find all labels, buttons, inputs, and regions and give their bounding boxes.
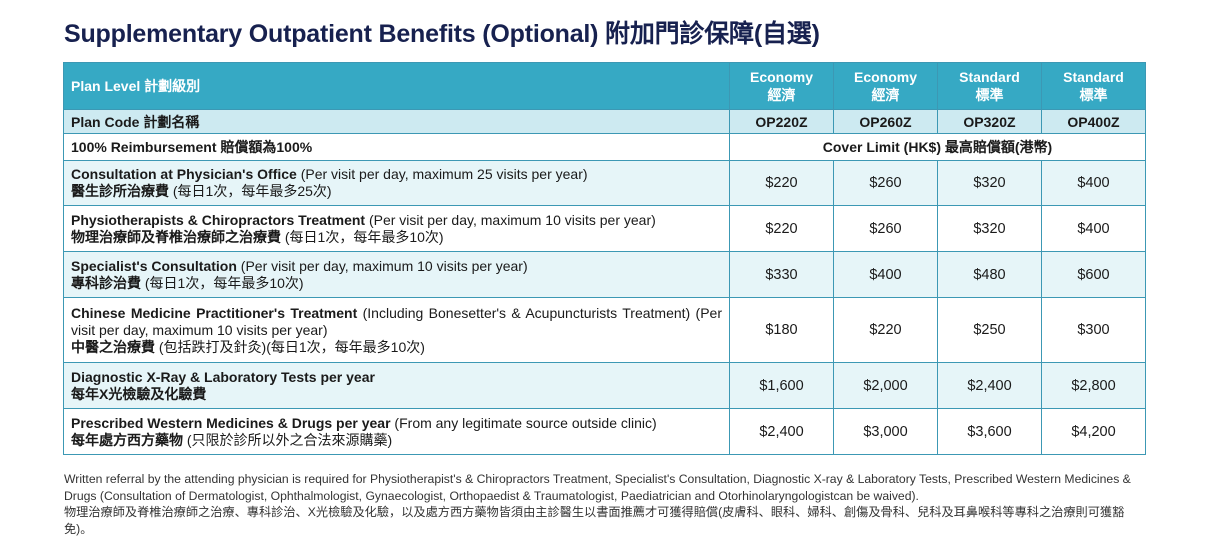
benefit-name-zh: 物理治療師及脊椎治療師之治療費 — [71, 228, 281, 245]
benefit-description: Prescribed Western Medicines & Drugs per… — [63, 408, 730, 455]
benefit-value: $330 — [729, 251, 834, 298]
benefit-value: $250 — [937, 297, 1042, 363]
cover-limit-label: Cover Limit (HK$) 最高賠償額(港幣) — [729, 133, 1146, 161]
plan-code-row: Plan Code 計劃名稱 OP220Z OP260Z OP320Z OP40… — [63, 109, 1146, 134]
benefit-detail-zh: (包括跌打及針灸)(每日1次，每年最多10次) — [155, 338, 425, 355]
plan-level-zh: 標準 — [975, 87, 1004, 103]
table-row: Prescribed Western Medicines & Drugs per… — [63, 408, 1146, 455]
benefit-value: $260 — [833, 205, 938, 252]
plan-level-cell: Economy 經濟 — [833, 62, 938, 110]
plan-level-cell: Standard 標準 — [937, 62, 1042, 110]
benefit-value: $2,400 — [937, 362, 1042, 409]
benefit-value: $3,000 — [833, 408, 938, 455]
reimbursement-label: 100% Reimbursement 賠償額為100% — [63, 133, 730, 161]
benefit-detail-zh: (每日1次，每年最多25次) — [169, 183, 332, 199]
table-row: Physiotherapists & Chiropractors Treatme… — [63, 205, 1146, 252]
benefit-value: $2,400 — [729, 408, 834, 455]
benefit-value: $3,600 — [937, 408, 1042, 455]
plan-level-en: Standard — [959, 69, 1020, 85]
plan-level-label: Plan Level 計劃級別 — [63, 62, 730, 110]
benefits-table: Plan Level 計劃級別 Economy 經濟 Economy 經濟 St… — [63, 62, 1146, 455]
footnote: Written referral by the attending physic… — [64, 471, 1144, 537]
benefit-value: $320 — [937, 205, 1042, 252]
benefit-detail-en: (Per visit per day, maximum 10 visits pe… — [365, 211, 656, 228]
benefit-description: Consultation at Physician's Office (Per … — [63, 160, 730, 206]
benefit-name-zh: 每年X光檢驗及化驗費 — [71, 385, 207, 402]
benefit-value: $4,200 — [1041, 408, 1146, 455]
benefit-value: $2,000 — [833, 362, 938, 409]
benefit-value: $180 — [729, 297, 834, 363]
plan-code: OP220Z — [729, 109, 834, 134]
plan-level-cell: Economy 經濟 — [729, 62, 834, 110]
benefit-detail-en: (Per visit per day, maximum 25 visits pe… — [296, 166, 588, 182]
plan-level-en: Economy — [853, 69, 917, 85]
plan-level-en: Standard — [1063, 69, 1124, 85]
plan-level-zh: 標準 — [1079, 87, 1108, 103]
benefit-name-zh: 專科診治費 — [71, 274, 141, 291]
benefit-value: $2,800 — [1041, 362, 1146, 409]
benefit-detail-en: (Per visit per day, maximum 10 visits pe… — [236, 257, 528, 274]
reimbursement-row: 100% Reimbursement 賠償額為100% Cover Limit … — [63, 133, 1146, 161]
benefit-description: Physiotherapists & Chiropractors Treatme… — [63, 205, 730, 252]
table-row: Diagnostic X-Ray & Laboratory Tests per … — [63, 362, 1146, 409]
benefit-name-zh: 中醫之治療費 — [71, 338, 155, 355]
benefit-value: $600 — [1041, 251, 1146, 298]
benefit-value: $220 — [833, 297, 938, 363]
benefit-value: $260 — [833, 160, 938, 206]
benefit-value: $400 — [1041, 205, 1146, 252]
benefit-description: Diagnostic X-Ray & Laboratory Tests per … — [63, 362, 730, 409]
plan-level-zh: 經濟 — [871, 87, 900, 103]
plan-level-header-row: Plan Level 計劃級別 Economy 經濟 Economy 經濟 St… — [63, 62, 1146, 110]
benefit-value: $220 — [729, 205, 834, 252]
benefit-value: $400 — [1041, 160, 1146, 206]
plan-level-cell: Standard 標準 — [1041, 62, 1146, 110]
benefit-name-zh: 醫生診所治療費 — [71, 183, 169, 199]
table-row: Chinese Medicine Practitioner's Treatmen… — [63, 297, 1146, 363]
benefit-description: Specialist's Consultation (Per visit per… — [63, 251, 730, 298]
benefit-value: $400 — [833, 251, 938, 298]
plan-level-en: Economy — [749, 69, 813, 85]
benefit-value: $480 — [937, 251, 1042, 298]
plan-code: OP400Z — [1041, 109, 1146, 134]
benefit-name-en: Chinese Medicine Practitioner's Treatmen… — [71, 304, 358, 321]
footnote-en: Written referral by the attending physic… — [64, 472, 1131, 503]
benefit-detail-en: (From any legitimate source outside clin… — [390, 414, 657, 431]
plan-level-zh: 經濟 — [767, 87, 796, 103]
benefit-name-en: Physiotherapists & Chiropractors Treatme… — [71, 211, 366, 228]
benefit-value: $1,600 — [729, 362, 834, 409]
benefit-value: $320 — [937, 160, 1042, 206]
plan-code: OP320Z — [937, 109, 1042, 134]
benefit-detail-en: (Including Bonesetter's & Acupuncturists… — [71, 304, 723, 338]
benefit-name-en: Specialist's Consultation — [71, 257, 237, 274]
benefit-name-zh: 每年處方西方藥物 — [71, 431, 183, 448]
plan-code-label: Plan Code 計劃名稱 — [63, 109, 730, 134]
benefit-detail-zh: (每日1次，每年最多10次) — [141, 274, 304, 291]
plan-code: OP260Z — [833, 109, 938, 134]
table-row: Consultation at Physician's Office (Per … — [63, 160, 1146, 206]
page-title: Supplementary Outpatient Benefits (Optio… — [64, 20, 820, 48]
table-row: Specialist's Consultation (Per visit per… — [63, 251, 1146, 298]
benefit-name-en: Diagnostic X-Ray & Laboratory Tests per … — [71, 368, 375, 385]
benefit-value: $220 — [729, 160, 834, 206]
benefit-name-en: Consultation at Physician's Office — [71, 166, 297, 182]
benefit-value: $300 — [1041, 297, 1146, 363]
benefit-description: Chinese Medicine Practitioner's Treatmen… — [63, 297, 730, 363]
footnote-zh: 物理治療師及脊椎治療師之治療、專科診治、X光檢驗及化驗，以及處方西方藥物皆須由主… — [64, 505, 1125, 536]
benefit-name-en: Prescribed Western Medicines & Drugs per… — [71, 414, 391, 431]
benefit-detail-zh: (只限於診所以外之合法來源購藥) — [183, 431, 393, 448]
benefit-detail-zh: (每日1次，每年最多10次) — [281, 228, 444, 245]
